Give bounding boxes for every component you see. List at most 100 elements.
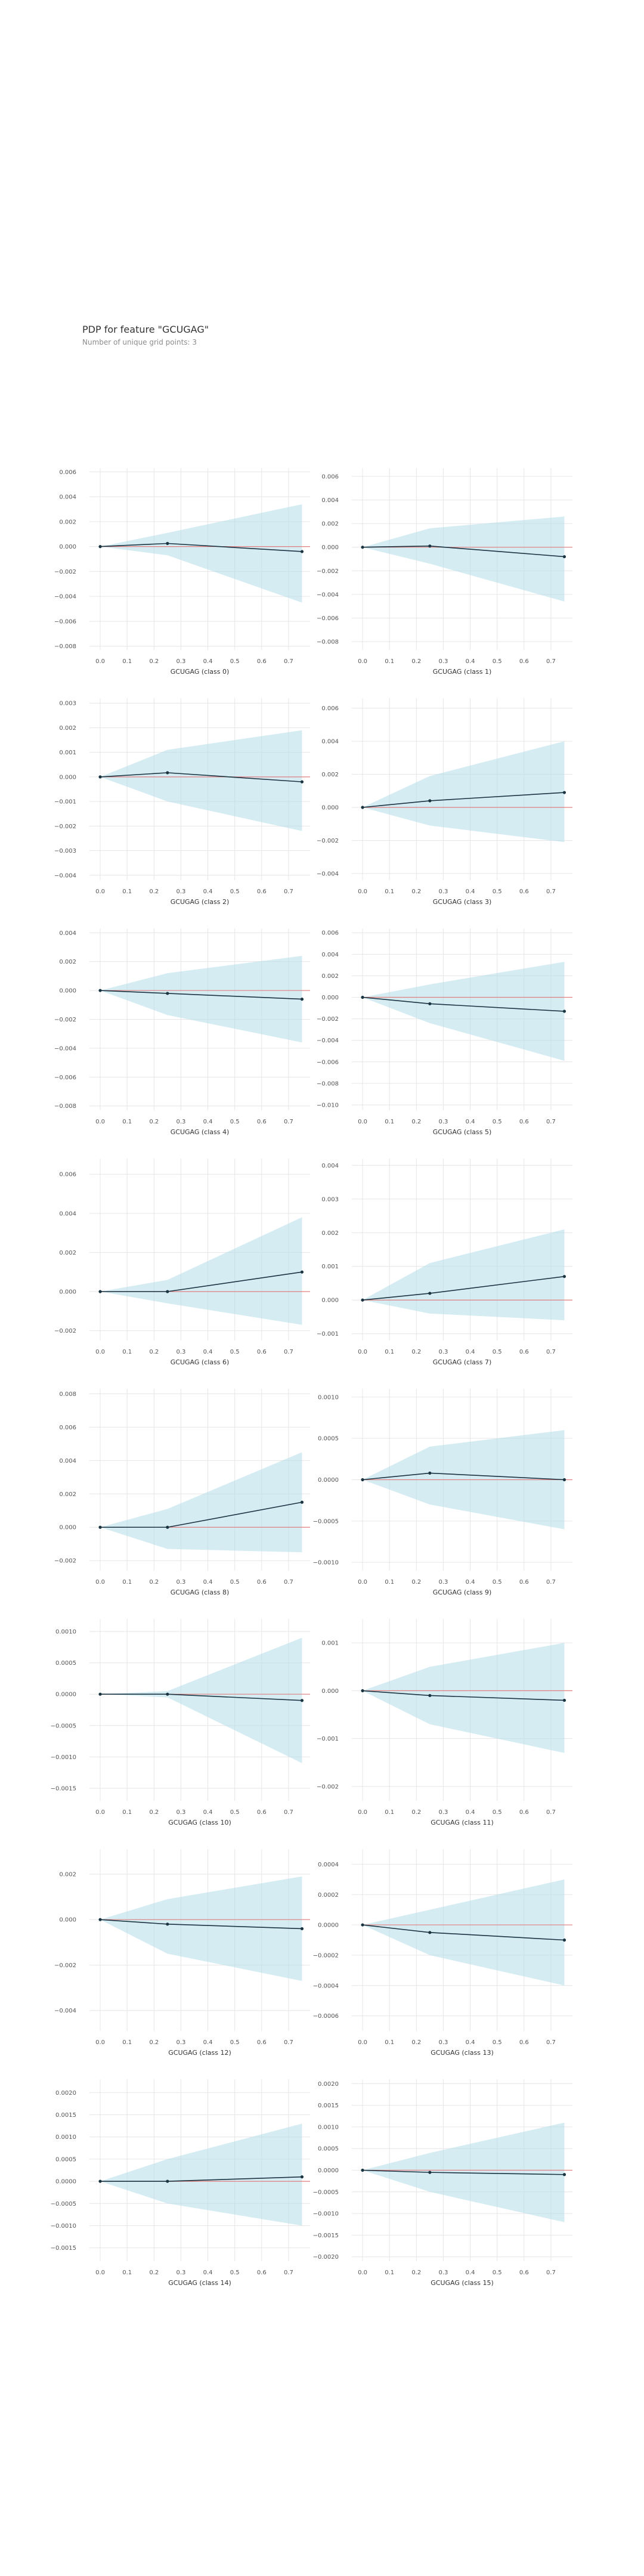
y-tick-label: −0.006: [317, 1059, 339, 1066]
y-tick-label: 0.001: [59, 750, 76, 756]
y-tick-label: −0.004: [54, 1045, 76, 1052]
y-tick-label: 0.001: [321, 1640, 339, 1647]
confidence-band: [363, 1643, 565, 1753]
x-tick-label: 0.1: [122, 1349, 132, 1355]
x-tick-label: 0.5: [493, 1809, 502, 1816]
x-tick-label: 0.1: [122, 1119, 132, 1125]
y-tick-label: −0.0002: [313, 1952, 339, 1959]
confidence-band: [363, 741, 565, 843]
x-tick-label: 0.7: [284, 658, 293, 665]
y-tick-label: 0.006: [321, 930, 339, 937]
x-tick-label: 0.0: [358, 658, 367, 665]
x-tick-label: 0.6: [519, 2039, 529, 2046]
y-tick-label: 0.0005: [318, 1436, 339, 1442]
x-tick-label: 0.2: [149, 2039, 159, 2046]
y-tick-label: 0.002: [321, 521, 339, 528]
x-tick-label: 0.4: [203, 2270, 213, 2276]
x-tick-label: 0.3: [176, 2039, 185, 2046]
x-tick-label: 0.3: [438, 2039, 448, 2046]
x-tick-label: 0.3: [438, 1349, 448, 1355]
x-tick-label: 0.4: [466, 2039, 475, 2046]
x-tick-label: 0.1: [122, 1579, 132, 1586]
y-tick-label: −0.006: [317, 615, 339, 622]
y-tick-label: 0.000: [59, 774, 76, 781]
x-tick-label: 0.1: [385, 658, 394, 665]
pdp-subplot-10: −0.0015 −0.0010 −0.0005 0.0000 0.0005 0.0010 0…: [51, 1619, 310, 1826]
confidence-band: [363, 961, 565, 1061]
y-tick-label: 0.000: [321, 805, 339, 812]
pdp-subplot-6: −0.002 0.000 0.002 0.004 0.006 0.0 0.1 0.2 0.3 0.…: [54, 1159, 310, 1366]
pdp-point: [300, 550, 304, 553]
x-axis-label: GCUGAG (class 7): [433, 1358, 492, 1366]
y-tick-label: 0.002: [59, 1250, 76, 1256]
y-tick-label: 0.004: [59, 494, 76, 501]
x-tick-label: 0.6: [257, 2039, 267, 2046]
x-tick-label: 0.4: [466, 658, 475, 665]
x-tick-label: 0.2: [149, 2270, 159, 2276]
pdp-subplot-9: −0.0010 −0.0005 0.0000 0.0005 0.0010 0.0 0.1 0.…: [313, 1389, 572, 1596]
x-tick-label: 0.3: [438, 1119, 448, 1125]
y-tick-label: 0.002: [59, 959, 76, 965]
y-tick-label: 0.0000: [55, 2179, 76, 2185]
x-tick-label: 0.3: [176, 1349, 185, 1355]
x-tick-label: 0.3: [176, 888, 185, 895]
x-tick-label: 0.3: [438, 1579, 448, 1586]
y-tick-label: 0.006: [321, 473, 339, 480]
x-tick-label: 0.1: [385, 888, 394, 895]
confidence-band: [100, 1876, 302, 1981]
y-tick-label: 0.0010: [318, 2124, 339, 2131]
pdp-subplot-7: −0.001 0.000 0.001 0.002 0.003 0.004 0.0 0.1 0.2…: [317, 1159, 572, 1366]
x-tick-label: 0.0: [95, 888, 105, 895]
x-tick-label: 0.2: [149, 1579, 159, 1586]
y-tick-label: 0.000: [59, 1289, 76, 1296]
y-tick-label: −0.0015: [51, 2245, 76, 2252]
pdp-point: [300, 780, 304, 784]
x-tick-label: 0.7: [284, 1349, 293, 1355]
y-tick-label: −0.0005: [313, 1518, 339, 1525]
y-tick-label: −0.002: [317, 1016, 339, 1023]
pdp-point: [98, 2179, 102, 2183]
confidence-band: [363, 2122, 565, 2222]
x-tick-label: 0.1: [122, 888, 132, 895]
pdp-point: [300, 1270, 304, 1274]
y-tick-label: 0.000: [321, 544, 339, 551]
pdp-point: [562, 1698, 566, 1702]
x-axis-label: GCUGAG (class 0): [171, 668, 230, 676]
x-tick-label: 0.5: [230, 1349, 240, 1355]
x-tick-label: 0.0: [95, 1119, 105, 1125]
y-tick-label: −0.006: [54, 618, 76, 625]
y-tick-label: 0.0010: [55, 1629, 76, 1636]
x-axis-label: GCUGAG (class 5): [433, 1128, 492, 1136]
y-tick-label: 0.002: [321, 1230, 339, 1237]
x-tick-label: 0.7: [546, 658, 556, 665]
y-tick-label: −0.0005: [51, 2201, 76, 2207]
pdp-point: [300, 998, 304, 1001]
x-tick-label: 0.2: [411, 888, 421, 895]
y-tick-label: 0.0002: [318, 1892, 339, 1899]
x-tick-label: 0.3: [438, 1809, 448, 1816]
confidence-band: [363, 1229, 565, 1321]
x-tick-label: 0.6: [519, 1809, 529, 1816]
x-tick-label: 0.5: [230, 2039, 240, 2046]
x-tick-label: 0.5: [493, 658, 502, 665]
x-tick-label: 0.2: [149, 1349, 159, 1355]
pdp-point: [562, 1010, 566, 1013]
x-tick-label: 0.2: [411, 2270, 421, 2276]
x-tick-label: 0.4: [466, 1579, 475, 1586]
pdp-point: [428, 544, 432, 548]
x-tick-label: 0.6: [257, 1119, 267, 1125]
y-tick-label: 0.0005: [318, 2146, 339, 2153]
confidence-band: [100, 955, 302, 1043]
pdp-point: [98, 989, 102, 992]
x-tick-label: 0.5: [493, 1119, 502, 1125]
pdp-subplot-8: −0.002 0.000 0.002 0.004 0.006 0.008 0.0 0.1 0.2…: [54, 1389, 310, 1596]
y-tick-label: 0.004: [59, 1210, 76, 1217]
y-tick-label: 0.0020: [318, 2081, 339, 2088]
x-tick-label: 0.7: [546, 1579, 556, 1586]
confidence-band: [100, 1452, 302, 1553]
y-tick-label: −0.008: [317, 639, 339, 646]
pdp-subplot-1: −0.008 −0.006 −0.004 −0.002 0.000 0.002 0.004 0…: [317, 468, 572, 676]
x-tick-label: 0.6: [257, 2270, 267, 2276]
x-axis-label: GCUGAG (class 15): [431, 2279, 494, 2287]
y-tick-label: −0.008: [54, 1103, 76, 1110]
